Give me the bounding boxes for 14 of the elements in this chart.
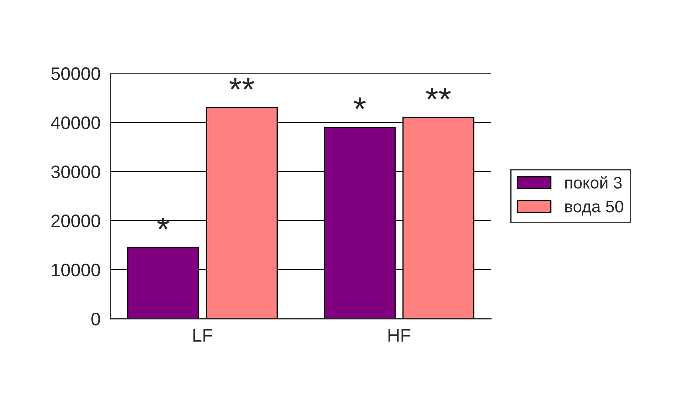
annotation: ** (230, 78, 254, 90)
y-tick-label: 0 (92, 312, 100, 326)
y-tick-label: 40000 (51, 116, 100, 130)
annotation: * (157, 218, 170, 230)
legend-label: вода 50 (566, 200, 624, 216)
annotation: * (354, 98, 366, 110)
x-tick-label: LF (194, 329, 213, 342)
annotation: ** (426, 88, 452, 100)
y-tick-label: 50000 (52, 68, 100, 80)
y-tick-label: 30000 (51, 166, 100, 178)
x-tick-label: HF (388, 329, 411, 342)
y-tick-label: 10000 (52, 264, 100, 277)
y-tick-label: 20000 (52, 214, 100, 228)
legend-label: покой 3 (566, 176, 622, 189)
